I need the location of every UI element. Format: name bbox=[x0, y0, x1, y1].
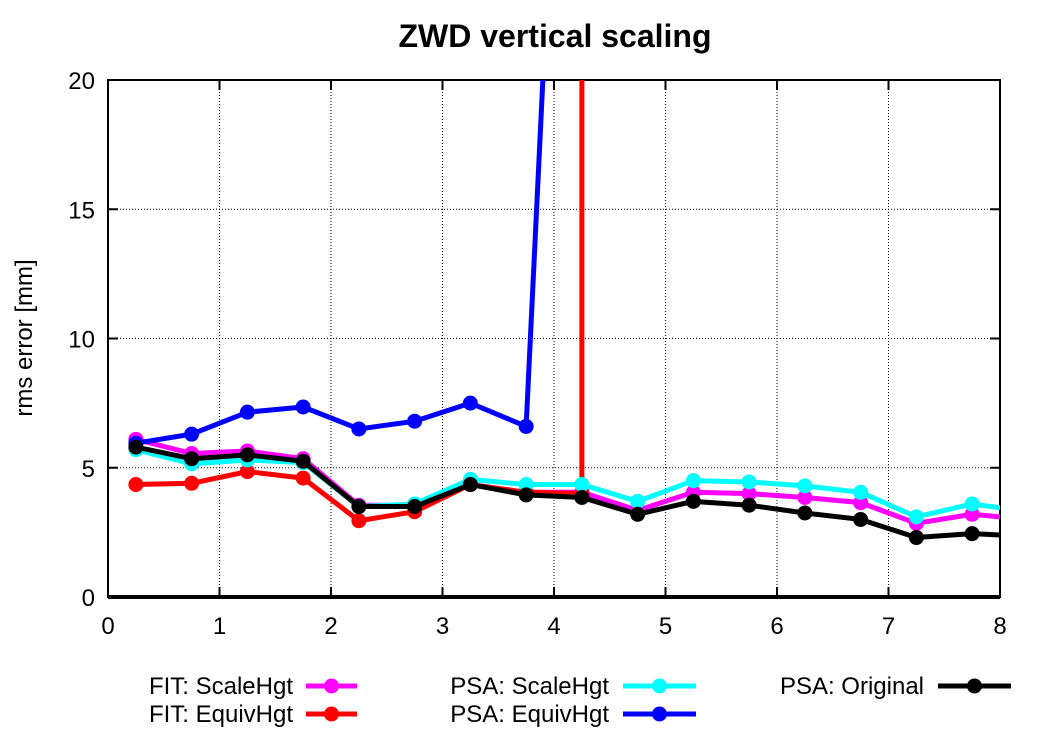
data-point bbox=[184, 451, 200, 467]
y-axis-label: rms error [mm] bbox=[11, 259, 38, 416]
data-point bbox=[462, 395, 478, 411]
legend-label: FIT: EquivHgt bbox=[149, 701, 293, 728]
data-point bbox=[184, 475, 200, 491]
data-point bbox=[574, 489, 590, 505]
data-point bbox=[351, 421, 367, 437]
data-point bbox=[295, 399, 311, 415]
legend-swatch-marker bbox=[324, 678, 339, 694]
y-tick-label: 5 bbox=[82, 456, 95, 483]
series-line bbox=[135, 80, 585, 524]
data-point bbox=[797, 505, 813, 521]
data-point bbox=[295, 453, 311, 469]
legend-label: PSA: EquivHgt bbox=[450, 701, 609, 728]
data-point bbox=[128, 477, 144, 493]
legend-label: PSA: ScaleHgt bbox=[450, 673, 609, 700]
series-0 bbox=[128, 431, 1000, 531]
data-point bbox=[908, 530, 924, 546]
data-point bbox=[853, 511, 869, 527]
data-point bbox=[518, 418, 534, 434]
data-point bbox=[964, 526, 980, 542]
chart-title: ZWD vertical scaling bbox=[399, 18, 712, 54]
data-point bbox=[685, 493, 701, 509]
data-point bbox=[239, 447, 255, 463]
data-point bbox=[351, 513, 367, 529]
legend-label: PSA: Original bbox=[780, 673, 924, 700]
data-point bbox=[964, 496, 980, 512]
x-tick-label: 6 bbox=[770, 613, 783, 640]
data-point bbox=[630, 506, 646, 522]
legend-swatch-marker bbox=[652, 678, 667, 694]
x-tick-label: 1 bbox=[213, 613, 226, 640]
x-tick-label: 4 bbox=[547, 613, 560, 640]
legend-swatch-marker bbox=[324, 706, 339, 722]
data-point bbox=[741, 497, 757, 513]
data-point bbox=[853, 495, 869, 511]
series-line bbox=[135, 80, 546, 446]
data-point bbox=[295, 470, 311, 486]
x-tick-label: 5 bbox=[659, 613, 672, 640]
legend-label: FIT: ScaleHgt bbox=[149, 673, 293, 700]
data-point bbox=[407, 499, 423, 515]
data-point bbox=[128, 439, 144, 455]
series-line bbox=[135, 436, 1000, 526]
grid-lines bbox=[108, 80, 1000, 597]
data-point bbox=[518, 487, 534, 503]
x-tick-label: 8 bbox=[993, 613, 1006, 640]
data-point bbox=[518, 477, 534, 493]
data-point bbox=[797, 478, 813, 494]
data-point bbox=[574, 477, 590, 493]
legend-item: PSA: ScaleHgt bbox=[450, 673, 696, 700]
axis-ticks: 0 1 2 3 4 5 6 7 8 0 5 10 15 20 bbox=[68, 68, 1006, 640]
legend-swatch-marker bbox=[967, 678, 982, 694]
x-tick-label: 3 bbox=[436, 613, 449, 640]
data-point bbox=[964, 506, 980, 522]
data-point bbox=[239, 404, 255, 420]
x-tick-label: 7 bbox=[882, 613, 895, 640]
series-4 bbox=[128, 439, 1000, 546]
y-tick-label: 15 bbox=[68, 197, 95, 224]
series-3 bbox=[128, 80, 546, 451]
legend-item: PSA: EquivHgt bbox=[450, 701, 696, 728]
data-point bbox=[685, 473, 701, 489]
data-point bbox=[239, 464, 255, 480]
x-tick-label: 2 bbox=[324, 613, 337, 640]
data-point bbox=[741, 474, 757, 490]
series-lines bbox=[128, 80, 1000, 546]
data-point bbox=[462, 477, 478, 493]
data-point bbox=[741, 486, 757, 502]
data-point bbox=[407, 413, 423, 429]
legend-swatch-marker bbox=[652, 706, 667, 722]
legend-item: PSA: Original bbox=[780, 673, 1011, 700]
data-point bbox=[184, 426, 200, 442]
legend-item: FIT: ScaleHgt bbox=[149, 673, 357, 700]
y-tick-label: 20 bbox=[68, 68, 95, 95]
legend-item: FIT: EquivHgt bbox=[149, 701, 357, 728]
data-point bbox=[797, 489, 813, 505]
data-point bbox=[908, 509, 924, 525]
data-point bbox=[351, 499, 367, 515]
x-tick-label: 0 bbox=[101, 613, 114, 640]
y-tick-label: 10 bbox=[68, 327, 95, 354]
data-point bbox=[630, 493, 646, 509]
data-point bbox=[853, 484, 869, 500]
y-tick-label: 0 bbox=[82, 585, 95, 612]
